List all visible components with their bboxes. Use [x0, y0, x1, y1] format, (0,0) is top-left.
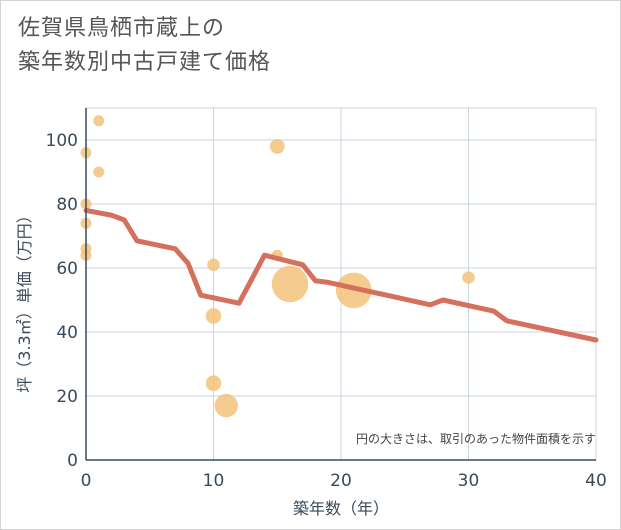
y-tick-label: 60	[56, 259, 78, 279]
bubble-point	[214, 393, 238, 418]
chart-title: 佐賀県鳥栖市蔵上の 築年数別中古戸建て価格	[18, 12, 271, 80]
y-tick-label: 100	[46, 131, 78, 151]
bubble-point	[205, 375, 222, 391]
x-tick-label: 0	[81, 471, 92, 491]
y-tick-label: 20	[56, 387, 78, 407]
x-tick-label: 40	[585, 471, 607, 491]
bubble-point	[269, 139, 285, 154]
bubble-point	[93, 115, 105, 127]
y-axis-title: 坪（3.3㎡）単価（万円）	[15, 207, 34, 392]
y-tick-label: 80	[56, 195, 78, 215]
bubble-size-note: 円の大きさは、取引のあった物件面積を示す	[356, 431, 596, 446]
trend-line-group	[83, 207, 599, 343]
bubble-point	[207, 258, 220, 272]
x-axis-title: 築年数（年）	[293, 499, 389, 518]
trend-line	[83, 207, 599, 343]
bubble-point	[271, 265, 309, 303]
bubble-point	[93, 166, 105, 178]
bubble-point	[462, 271, 475, 284]
bubbles	[80, 115, 475, 418]
axes	[85, 108, 596, 461]
x-tick-label: 10	[203, 471, 225, 491]
chart-title-line-1: 佐賀県鳥栖市蔵上の	[18, 16, 226, 41]
bubble-point	[205, 308, 222, 324]
y-tick-label: 0	[67, 451, 78, 471]
chart-title-line-2: 築年数別中古戸建て価格	[18, 50, 272, 75]
x-tick-label: 20	[330, 471, 352, 491]
y-tick-label: 40	[56, 323, 78, 343]
x-tick-label: 30	[458, 471, 480, 491]
tick-labels: 0 10 20 30 40 0 20 40 60 80 100	[46, 131, 607, 491]
grid	[86, 107, 597, 460]
